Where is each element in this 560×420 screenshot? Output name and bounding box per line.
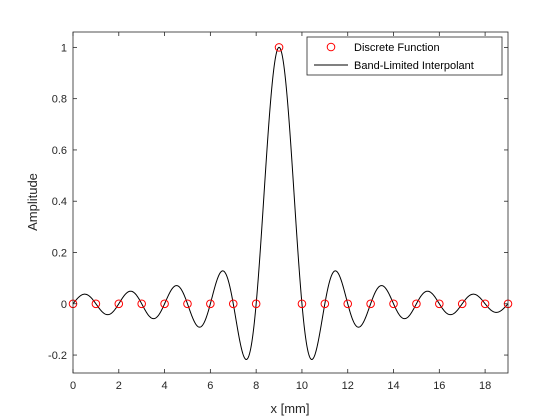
x-tick-label: 0 — [70, 380, 76, 392]
discrete-point — [297, 299, 307, 309]
legend: Discrete Function Band-Limited Interpola… — [306, 36, 503, 76]
discrete-point — [228, 299, 238, 309]
y-tick-label: 0.2 — [52, 247, 67, 259]
discrete-point — [183, 299, 192, 309]
x-tick-label: 4 — [162, 380, 168, 392]
discrete-point — [435, 299, 444, 309]
discrete-point — [343, 299, 353, 309]
legend-marker-icon — [326, 42, 336, 52]
legend-entry-interpolant: Band-Limited Interpolant — [354, 60, 474, 72]
discrete-point — [91, 299, 101, 309]
discrete-point — [160, 299, 169, 309]
discrete-point — [274, 43, 284, 52]
x-tick-label: 6 — [207, 380, 213, 392]
plot-area — [73, 32, 508, 373]
legend-entry-discrete: Discrete Function — [354, 42, 440, 54]
x-tick-label: 10 — [296, 380, 308, 392]
y-tick-label: 0.6 — [52, 145, 67, 157]
discrete-point — [251, 299, 261, 309]
discrete-point — [114, 299, 124, 309]
y-tick-label: 0.4 — [52, 196, 67, 208]
x-tick-label: 18 — [479, 380, 491, 392]
y-tick-label: 0.8 — [52, 94, 67, 106]
x-tick-label: 2 — [116, 380, 122, 392]
plot-frame — [72, 31, 509, 374]
y-tick-label: 1 — [61, 42, 67, 54]
discrete-point — [366, 299, 375, 309]
discrete-point — [412, 299, 421, 309]
discrete-point — [457, 299, 467, 309]
x-axis: 0 2 4 6 8 10 12 14 16 18 — [70, 32, 491, 392]
discrete-point — [389, 299, 398, 309]
x-tick-label: 16 — [433, 380, 445, 392]
interpolant-line — [72, 46, 509, 360]
discrete-point — [320, 299, 330, 309]
y-axis: -0.2 0 0.2 0.4 0.6 0.8 1 — [48, 42, 508, 362]
y-tick-label: -0.2 — [48, 350, 67, 362]
discrete-point — [480, 299, 490, 309]
x-tick-label: 14 — [387, 380, 399, 392]
y-tick-label: 0 — [61, 299, 67, 311]
discrete-point — [137, 299, 146, 309]
y-axis-label: Amplitude — [25, 173, 40, 231]
legend-box — [306, 36, 503, 76]
x-axis-label: x [mm] — [271, 401, 310, 416]
x-tick-label: 12 — [342, 380, 354, 392]
interpolant-layer — [72, 46, 509, 360]
discrete-point — [206, 299, 215, 309]
x-tick-label: 8 — [253, 380, 259, 392]
